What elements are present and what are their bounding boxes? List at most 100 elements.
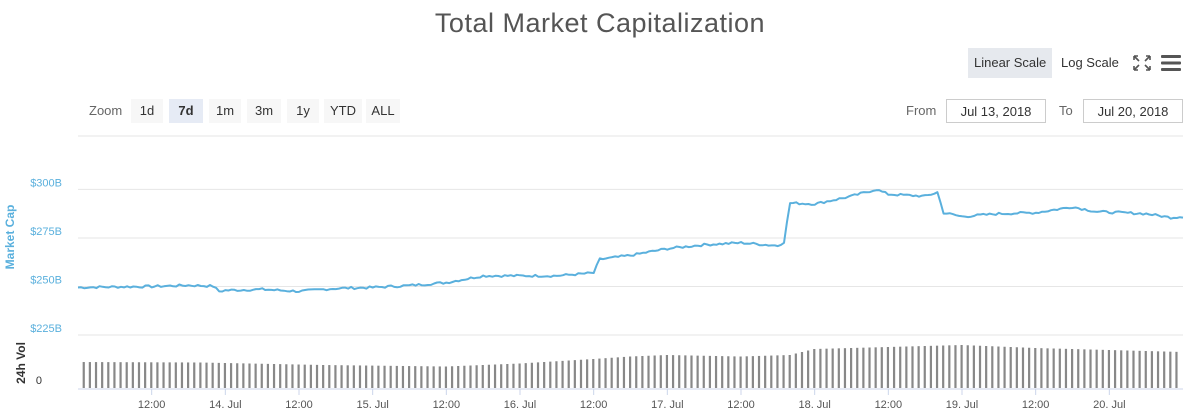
volume-bar	[389, 365, 392, 388]
volume-bar	[408, 366, 411, 388]
x-tick-label: 12:00	[580, 399, 608, 411]
fullscreen-icon[interactable]	[1130, 52, 1154, 74]
zoom-all-button[interactable]: ALL	[366, 99, 400, 123]
volume-bar	[524, 363, 527, 388]
volume-bar	[469, 365, 472, 388]
volume-bar	[365, 365, 368, 388]
volume-bar	[721, 356, 724, 388]
volume-bar	[641, 356, 644, 388]
volume-bar	[678, 355, 681, 388]
volume-bar	[487, 364, 491, 388]
volume-bar	[727, 356, 730, 388]
x-tick-label: 20. Jul	[1093, 399, 1125, 411]
volume-bar	[702, 355, 705, 388]
volume-bar	[1003, 346, 1006, 388]
volume-bar	[346, 365, 349, 388]
volume-bar	[586, 359, 589, 388]
zoom-3m-button[interactable]: 3m	[247, 99, 281, 123]
x-tick-label: 12:00	[1022, 399, 1050, 411]
volume-bar	[1150, 351, 1154, 388]
hamburger-menu-icon[interactable]	[1159, 52, 1183, 74]
volume-bar	[223, 363, 227, 388]
to-date-input[interactable]	[1083, 99, 1183, 123]
volume-bar	[629, 356, 632, 388]
volume-bar	[856, 347, 859, 388]
volume-bar	[493, 364, 497, 388]
volume-bar	[653, 355, 656, 388]
volume-bar	[573, 360, 576, 388]
volume-bar	[1077, 349, 1080, 388]
volume-bar	[475, 365, 478, 388]
volume-bar	[948, 345, 951, 388]
x-tick-label: 12:00	[727, 399, 755, 411]
volume-bar	[248, 363, 251, 388]
volume-bar	[272, 364, 276, 388]
volume-bar	[229, 363, 233, 388]
volume-bar	[279, 364, 282, 388]
volume-bar	[395, 365, 398, 388]
volume-bar	[432, 366, 435, 388]
from-date-input[interactable]	[946, 99, 1046, 123]
volume-bar	[309, 364, 312, 388]
zoom-label: Zoom	[89, 103, 123, 118]
volume-bar	[518, 363, 521, 388]
volume-bar	[800, 352, 804, 388]
volume-bar	[113, 362, 116, 388]
zoom-1d-button[interactable]: 1d	[131, 99, 163, 123]
volume-bar	[579, 359, 583, 388]
volume-bar	[862, 347, 865, 388]
volume-bar	[334, 365, 337, 388]
log-scale-button[interactable]: Log Scale	[1061, 55, 1119, 70]
x-tick-label: 15. Jul	[356, 399, 388, 411]
volume-bar	[211, 362, 214, 388]
volume-bar	[107, 362, 110, 388]
volume-bar	[137, 362, 141, 388]
volume-bar	[549, 361, 552, 388]
volume-bar	[1040, 348, 1043, 388]
volume-bar	[1175, 351, 1178, 388]
volume-bar	[144, 362, 147, 388]
zoom-ytd-button[interactable]: YTD	[324, 99, 362, 123]
volume-bar	[935, 345, 939, 388]
volume-bar	[426, 366, 429, 388]
volume-bar	[733, 356, 736, 388]
volume-bar	[168, 362, 171, 388]
volume-bar	[561, 360, 564, 388]
volume-bar	[886, 347, 890, 388]
volume-bar	[659, 355, 662, 388]
zoom-1m-button[interactable]: 1m	[209, 99, 241, 123]
volume-bar	[131, 362, 134, 388]
volume-tick-label: 0	[36, 375, 42, 387]
volume-bar	[776, 355, 779, 388]
volume-bar	[1021, 347, 1025, 388]
volume-bar	[536, 362, 540, 388]
volume-bar	[101, 362, 104, 388]
volume-bar	[782, 355, 785, 388]
volume-bar	[1132, 350, 1135, 388]
x-tick-label: 16. Jul	[504, 399, 536, 411]
volume-bar	[696, 355, 699, 388]
volume-bar	[236, 363, 239, 388]
volume-bar	[671, 355, 675, 388]
volume-bar	[88, 362, 91, 388]
volume-bar	[616, 357, 619, 388]
zoom-1y-button[interactable]: 1y	[287, 99, 319, 123]
volume-bar	[813, 349, 816, 388]
volume-bar	[739, 356, 742, 388]
volume-bar	[868, 347, 871, 388]
volume-bar	[1101, 349, 1104, 388]
volume-bar	[543, 362, 546, 388]
volume-bar	[1113, 350, 1117, 388]
volume-bar	[905, 346, 908, 388]
volume-bar	[917, 346, 920, 388]
volume-bar	[929, 345, 933, 388]
volume-bar	[125, 362, 128, 388]
x-tick-label: 12:00	[138, 399, 166, 411]
volume-bar	[942, 345, 945, 388]
zoom-7d-button[interactable]: 7d	[169, 99, 203, 123]
volume-bar	[444, 366, 448, 388]
linear-scale-button[interactable]: Linear Scale	[968, 48, 1053, 78]
volume-bar	[217, 362, 220, 388]
